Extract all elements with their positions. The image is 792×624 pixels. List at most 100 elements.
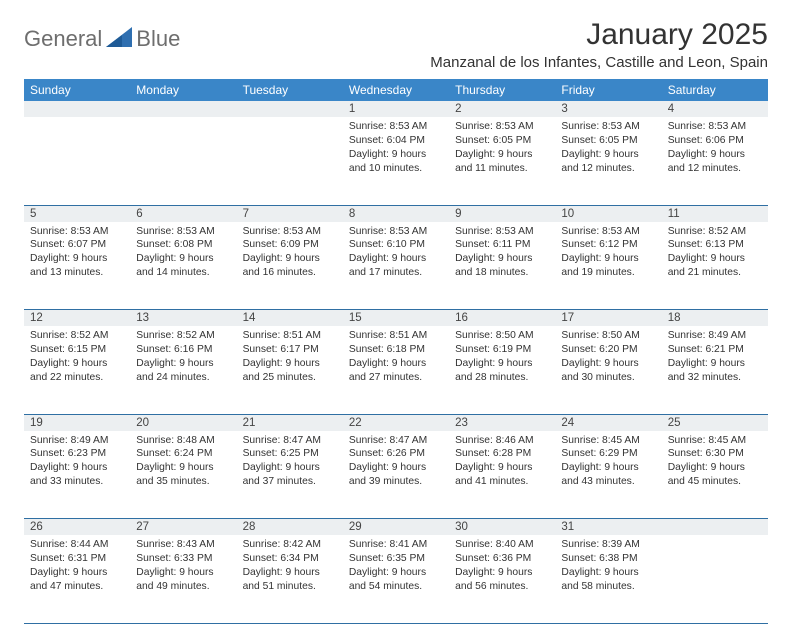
logo-text-general: General	[24, 26, 102, 52]
sunset-line: Sunset: 6:15 PM	[30, 343, 124, 357]
day-body-cell: Sunrise: 8:53 AMSunset: 6:05 PMDaylight:…	[555, 117, 661, 205]
daylight-line: Daylight: 9 hours and 51 minutes.	[243, 566, 337, 594]
day-number-cell	[24, 101, 130, 117]
weekday-header: Saturday	[662, 79, 768, 101]
daylight-line: Daylight: 9 hours and 12 minutes.	[561, 148, 655, 176]
sunrise-line: Sunrise: 8:50 AM	[455, 329, 549, 343]
daylight-line: Daylight: 9 hours and 54 minutes.	[349, 566, 443, 594]
month-title: January 2025	[430, 18, 768, 52]
sunrise-line: Sunrise: 8:53 AM	[243, 225, 337, 239]
day-number-cell: 1	[343, 101, 449, 117]
daybody-row: Sunrise: 8:53 AMSunset: 6:04 PMDaylight:…	[24, 117, 768, 205]
day-body-cell: Sunrise: 8:53 AMSunset: 6:10 PMDaylight:…	[343, 222, 449, 310]
day-number-cell	[662, 519, 768, 536]
sunrise-line: Sunrise: 8:53 AM	[455, 225, 549, 239]
sunset-line: Sunset: 6:18 PM	[349, 343, 443, 357]
weekday-header: Thursday	[449, 79, 555, 101]
sunrise-line: Sunrise: 8:52 AM	[668, 225, 762, 239]
daylight-line: Daylight: 9 hours and 10 minutes.	[349, 148, 443, 176]
sunset-line: Sunset: 6:10 PM	[349, 238, 443, 252]
daylight-line: Daylight: 9 hours and 17 minutes.	[349, 252, 443, 280]
sunrise-line: Sunrise: 8:53 AM	[668, 120, 762, 134]
day-body-cell	[130, 117, 236, 205]
day-number-cell: 6	[130, 205, 236, 222]
sunset-line: Sunset: 6:31 PM	[30, 552, 124, 566]
daylight-line: Daylight: 9 hours and 39 minutes.	[349, 461, 443, 489]
daylight-line: Daylight: 9 hours and 22 minutes.	[30, 357, 124, 385]
logo-text-blue: Blue	[136, 26, 180, 52]
daylight-line: Daylight: 9 hours and 12 minutes.	[668, 148, 762, 176]
sunset-line: Sunset: 6:21 PM	[668, 343, 762, 357]
sunrise-line: Sunrise: 8:52 AM	[136, 329, 230, 343]
sunset-line: Sunset: 6:11 PM	[455, 238, 549, 252]
day-body-cell: Sunrise: 8:53 AMSunset: 6:11 PMDaylight:…	[449, 222, 555, 310]
day-number-cell: 7	[237, 205, 343, 222]
day-number-cell: 20	[130, 414, 236, 431]
day-body-cell: Sunrise: 8:53 AMSunset: 6:04 PMDaylight:…	[343, 117, 449, 205]
day-body-cell: Sunrise: 8:43 AMSunset: 6:33 PMDaylight:…	[130, 535, 236, 623]
daylight-line: Daylight: 9 hours and 58 minutes.	[561, 566, 655, 594]
day-body-cell: Sunrise: 8:49 AMSunset: 6:21 PMDaylight:…	[662, 326, 768, 414]
header: General Blue January 2025 Manzanal de lo…	[24, 18, 768, 71]
sunset-line: Sunset: 6:06 PM	[668, 134, 762, 148]
day-body-cell: Sunrise: 8:52 AMSunset: 6:13 PMDaylight:…	[662, 222, 768, 310]
day-body-cell	[662, 535, 768, 623]
day-number-cell	[237, 101, 343, 117]
day-number-cell: 26	[24, 519, 130, 536]
sunrise-line: Sunrise: 8:53 AM	[136, 225, 230, 239]
day-body-cell: Sunrise: 8:48 AMSunset: 6:24 PMDaylight:…	[130, 431, 236, 519]
day-number-cell: 11	[662, 205, 768, 222]
day-body-cell: Sunrise: 8:50 AMSunset: 6:19 PMDaylight:…	[449, 326, 555, 414]
sunset-line: Sunset: 6:35 PM	[349, 552, 443, 566]
daylight-line: Daylight: 9 hours and 47 minutes.	[30, 566, 124, 594]
daylight-line: Daylight: 9 hours and 14 minutes.	[136, 252, 230, 280]
daylight-line: Daylight: 9 hours and 35 minutes.	[136, 461, 230, 489]
weekday-header: Monday	[130, 79, 236, 101]
sunset-line: Sunset: 6:24 PM	[136, 447, 230, 461]
day-number-cell: 30	[449, 519, 555, 536]
sunset-line: Sunset: 6:19 PM	[455, 343, 549, 357]
daylight-line: Daylight: 9 hours and 18 minutes.	[455, 252, 549, 280]
sunrise-line: Sunrise: 8:45 AM	[668, 434, 762, 448]
sunrise-line: Sunrise: 8:53 AM	[349, 120, 443, 134]
day-body-cell: Sunrise: 8:52 AMSunset: 6:16 PMDaylight:…	[130, 326, 236, 414]
daylight-line: Daylight: 9 hours and 27 minutes.	[349, 357, 443, 385]
sunset-line: Sunset: 6:25 PM	[243, 447, 337, 461]
sunset-line: Sunset: 6:28 PM	[455, 447, 549, 461]
sunrise-line: Sunrise: 8:39 AM	[561, 538, 655, 552]
sunrise-line: Sunrise: 8:53 AM	[561, 225, 655, 239]
sunrise-line: Sunrise: 8:48 AM	[136, 434, 230, 448]
daybody-row: Sunrise: 8:52 AMSunset: 6:15 PMDaylight:…	[24, 326, 768, 414]
day-number-cell: 13	[130, 310, 236, 327]
day-number-cell: 22	[343, 414, 449, 431]
day-body-cell: Sunrise: 8:46 AMSunset: 6:28 PMDaylight:…	[449, 431, 555, 519]
day-number-cell: 23	[449, 414, 555, 431]
day-body-cell: Sunrise: 8:53 AMSunset: 6:07 PMDaylight:…	[24, 222, 130, 310]
sunrise-line: Sunrise: 8:49 AM	[668, 329, 762, 343]
daylight-line: Daylight: 9 hours and 32 minutes.	[668, 357, 762, 385]
sunrise-line: Sunrise: 8:53 AM	[561, 120, 655, 134]
sunset-line: Sunset: 6:04 PM	[349, 134, 443, 148]
day-number-cell: 17	[555, 310, 661, 327]
sunrise-line: Sunrise: 8:47 AM	[243, 434, 337, 448]
sunrise-line: Sunrise: 8:46 AM	[455, 434, 549, 448]
daynum-row: 262728293031	[24, 519, 768, 536]
daylight-line: Daylight: 9 hours and 37 minutes.	[243, 461, 337, 489]
day-number-cell: 2	[449, 101, 555, 117]
daylight-line: Daylight: 9 hours and 56 minutes.	[455, 566, 549, 594]
day-number-cell: 10	[555, 205, 661, 222]
sunrise-line: Sunrise: 8:43 AM	[136, 538, 230, 552]
day-body-cell: Sunrise: 8:53 AMSunset: 6:05 PMDaylight:…	[449, 117, 555, 205]
sunrise-line: Sunrise: 8:47 AM	[349, 434, 443, 448]
sunset-line: Sunset: 6:23 PM	[30, 447, 124, 461]
sunset-line: Sunset: 6:26 PM	[349, 447, 443, 461]
sunset-line: Sunset: 6:16 PM	[136, 343, 230, 357]
daylight-line: Daylight: 9 hours and 33 minutes.	[30, 461, 124, 489]
sunrise-line: Sunrise: 8:53 AM	[349, 225, 443, 239]
logo: General Blue	[24, 18, 180, 52]
sunset-line: Sunset: 6:38 PM	[561, 552, 655, 566]
daylight-line: Daylight: 9 hours and 28 minutes.	[455, 357, 549, 385]
daylight-line: Daylight: 9 hours and 49 minutes.	[136, 566, 230, 594]
day-body-cell: Sunrise: 8:40 AMSunset: 6:36 PMDaylight:…	[449, 535, 555, 623]
sunset-line: Sunset: 6:08 PM	[136, 238, 230, 252]
